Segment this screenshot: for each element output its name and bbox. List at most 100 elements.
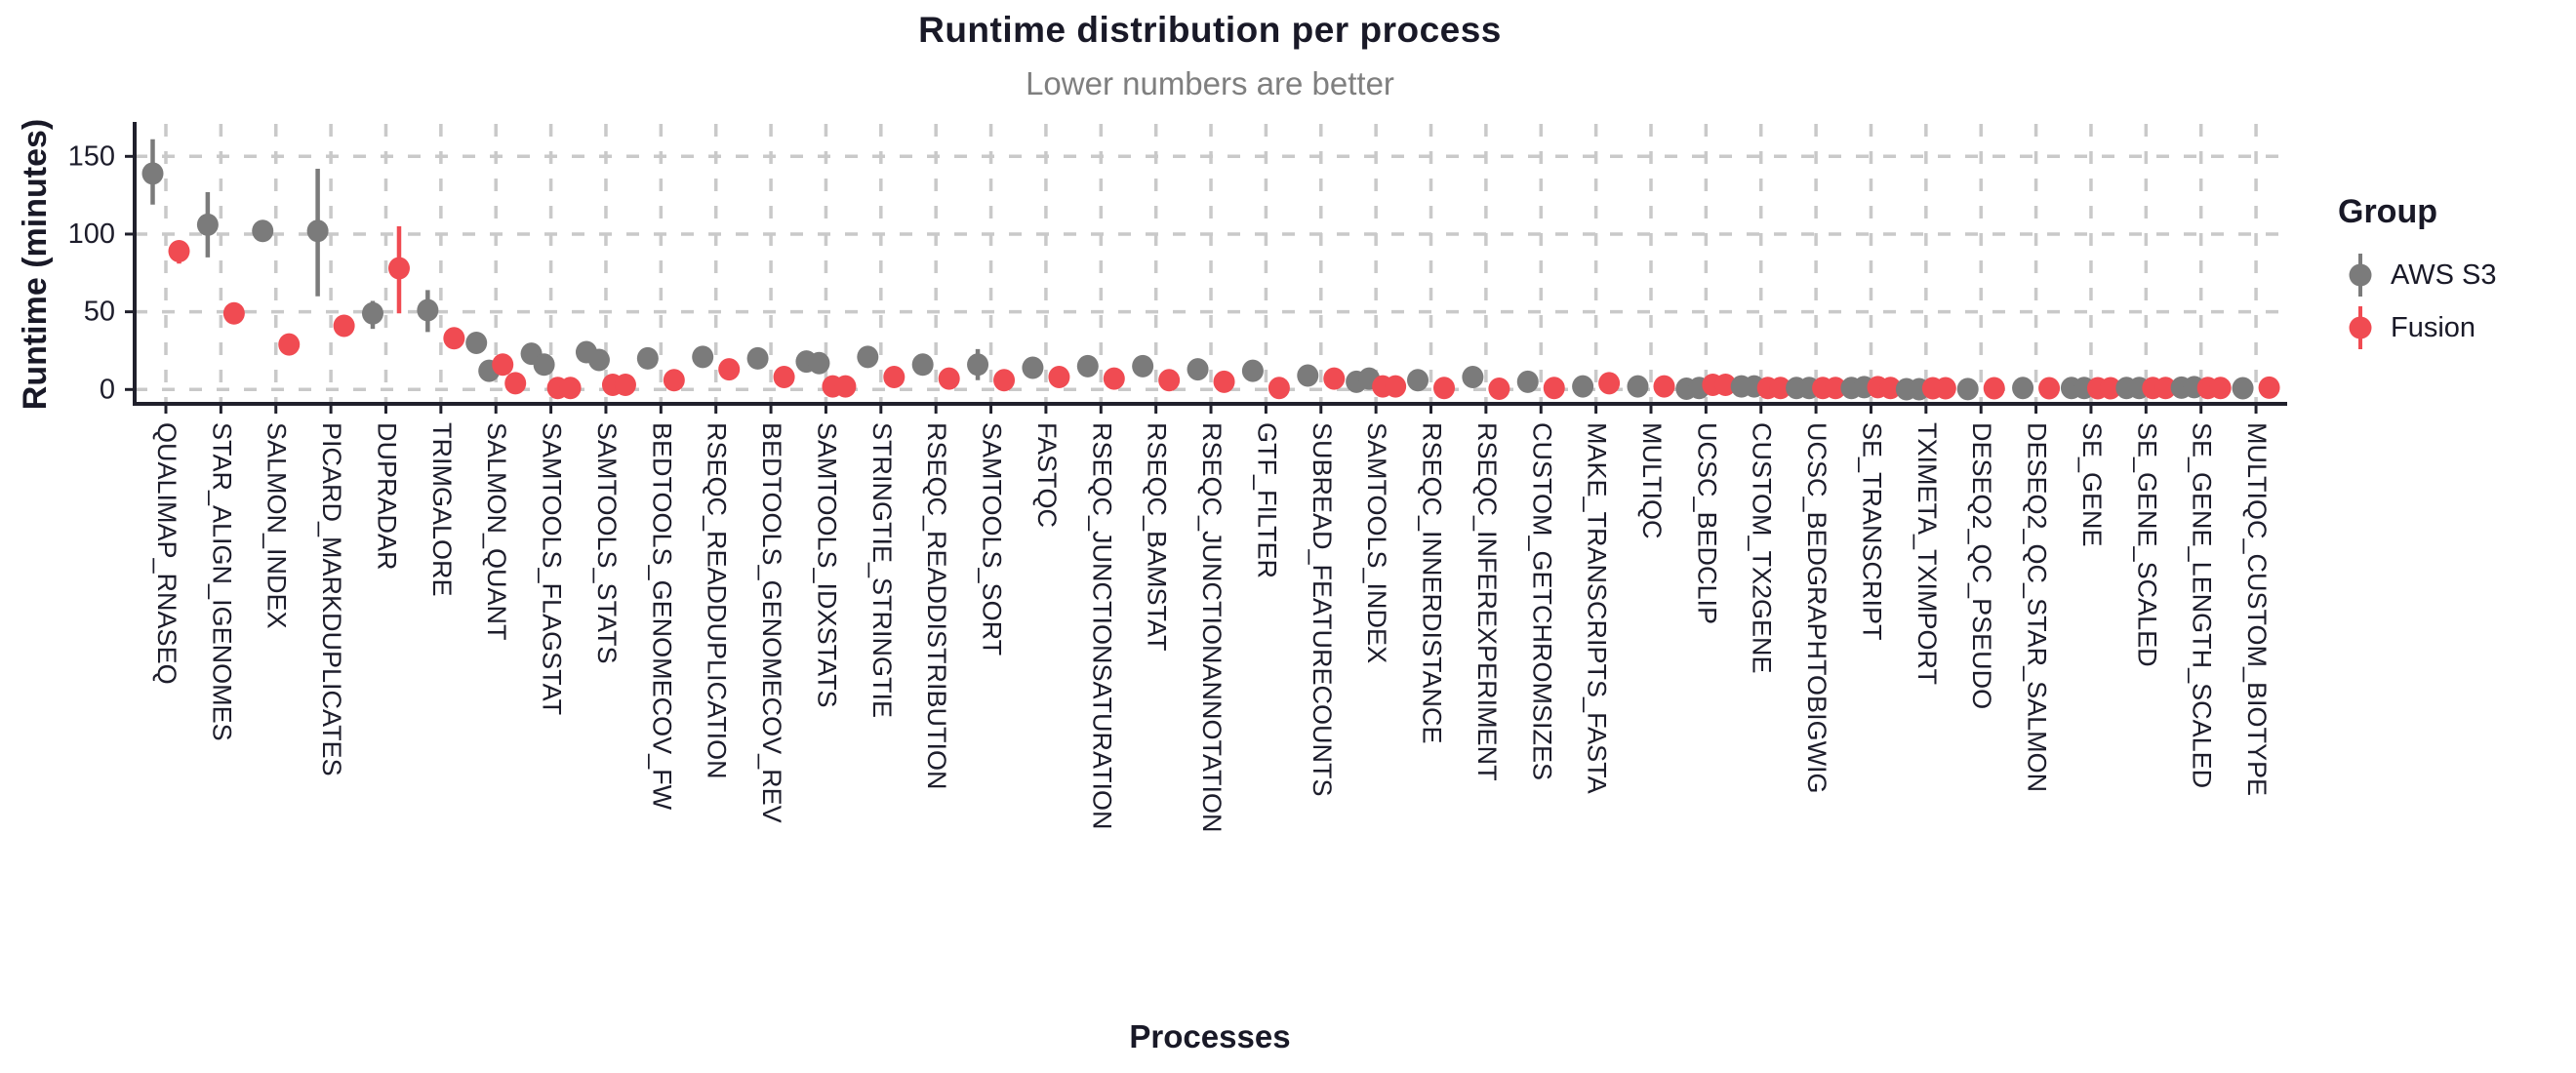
point-aws [1132,354,1154,378]
x-tick-label: SAMTOOLS_STATS [592,422,622,664]
point-aws [361,301,383,325]
y-tick-label: 0 [100,374,115,405]
x-tick-label: FASTQC [1032,422,1062,528]
point-fusion [1323,367,1346,390]
point-aws [141,162,164,185]
x-tick-label: SALMON_INDEX [262,422,292,629]
point-aws [1572,375,1594,398]
y-tick-label: 100 [68,219,115,250]
point-fusion [492,353,514,377]
legend-title: Group [2338,193,2437,230]
point-aws [1956,378,1979,401]
point-fusion [883,366,906,389]
point-fusion [2154,377,2177,400]
point-fusion [993,369,1016,392]
point-aws [1241,359,1264,382]
x-tick-label: UCSC_BEDGRAPHTOBIGWIG [1802,422,1831,794]
x-tick-label: SALMON_QUANT [482,422,511,641]
point-aws [1076,354,1099,378]
point-fusion [333,314,355,338]
point-aws [967,353,989,377]
x-tick-label: RSEQC_READDISTRIBUTION [922,422,951,790]
x-tick-label: DESEQ2_QC_STAR_SALMON [2023,422,2052,792]
y-tick-label: 150 [68,140,115,172]
x-tick-label: SUBREAD_FEATURECOUNTS [1308,422,1337,797]
point-fusion [1268,377,1290,400]
point-aws [533,353,555,377]
point-aws [306,219,329,243]
x-tick-label: DESEQ2_QC_PSEUDO [1967,422,1996,709]
point-fusion [168,239,190,262]
y-tick-label: 50 [84,297,115,328]
point-fusion [1488,378,1510,401]
x-tick-label: BEDTOOLS_GENOMECOV_FW [647,422,676,811]
point-aws [2012,377,2034,400]
point-fusion [2099,377,2121,400]
legend-label-aws-s3: AWS S3 [2391,258,2497,291]
x-tick-label: MULTIQC [1637,422,1667,539]
point-aws [636,346,659,370]
point-aws [1627,375,1649,398]
x-tick-label: SAMTOOLS_SORT [978,422,1007,656]
point-aws [1516,370,1539,393]
point-fusion [663,369,685,392]
point-fusion [504,372,527,395]
x-tick-label: STAR_ALIGN_IGENOMES [207,422,236,741]
x-tick-label: MULTIQC_CUSTOM_BIOTYPE [2242,422,2272,796]
legend-item-fusion: Fusion [2334,301,2568,354]
point-aws [808,351,830,375]
point-fusion [1433,377,1456,400]
point-fusion [559,377,582,400]
point-aws [1022,356,1044,379]
x-tick-label: CUSTOM_TX2GENE [1748,422,1777,674]
legend: Group AWS S3 Fusion [2334,193,2568,354]
x-tick-label: QUALIMAP_RNASEQ [152,422,181,685]
point-fusion [2258,376,2280,399]
point-fusion [1543,377,1565,400]
point-aws [1462,366,1484,389]
point-aws [692,345,714,369]
point-aws [1187,358,1209,381]
x-tick-label: UCSC_BEDCLIP [1692,422,1721,624]
point-fusion [1983,377,2005,400]
chart-subtitle: Lower numbers are better [1026,65,1394,101]
point-aws [1407,369,1429,392]
point-fusion [443,327,465,350]
point-aws [2232,377,2254,400]
point-fusion [834,375,857,398]
point-fusion [1385,375,1407,398]
x-tick-labels: QUALIMAP_RNASEQ STAR_ALIGN_IGENOMES SALMON… [152,422,2272,833]
x-tick-label: STRINGTIE_STRINGTIE [867,422,897,718]
data-points [141,139,2280,401]
gridlines [135,124,2285,402]
point-aws [746,346,769,370]
y-tick-labels: 0 50 100 150 [68,140,115,405]
point-fusion [938,367,960,390]
x-tick-label: GTF_FILTER [1252,422,1281,578]
point-fusion [1103,367,1125,390]
x-tick-label: RSEQC_READDUPLICATION [703,422,732,779]
point-fusion [1714,374,1737,397]
point-aws [587,348,610,372]
point-fusion [1879,377,1902,400]
point-aws [465,332,488,355]
point-fusion [387,257,410,280]
x-tick-label: DUPRADAR [372,422,401,571]
point-aws [196,213,219,236]
x-tick-label: SAMTOOLS_IDXSTATS [812,422,841,708]
point-fusion [2038,377,2061,400]
x-tick-label: CUSTOM_GETCHROMSIZES [1527,422,1556,780]
fusion-pointrange-icon [2348,304,2373,351]
x-tick-label: SE_GENE [2077,422,2107,547]
point-fusion [1769,377,1791,400]
x-tick-label: BEDTOOLS_GENOMECOV_REV [757,422,786,823]
point-aws [252,219,274,243]
point-fusion [1158,369,1181,392]
point-fusion [2209,377,2232,400]
point-aws [1297,364,1319,387]
x-tick-label: RSEQC_INFEREXPERIMENT [1472,422,1502,781]
point-fusion [773,366,795,389]
legend-item-aws-s3: AWS S3 [2334,249,2568,301]
x-tick-label: RSEQC_JUNCTIONANNOTATION [1197,422,1227,833]
point-fusion [718,358,741,381]
